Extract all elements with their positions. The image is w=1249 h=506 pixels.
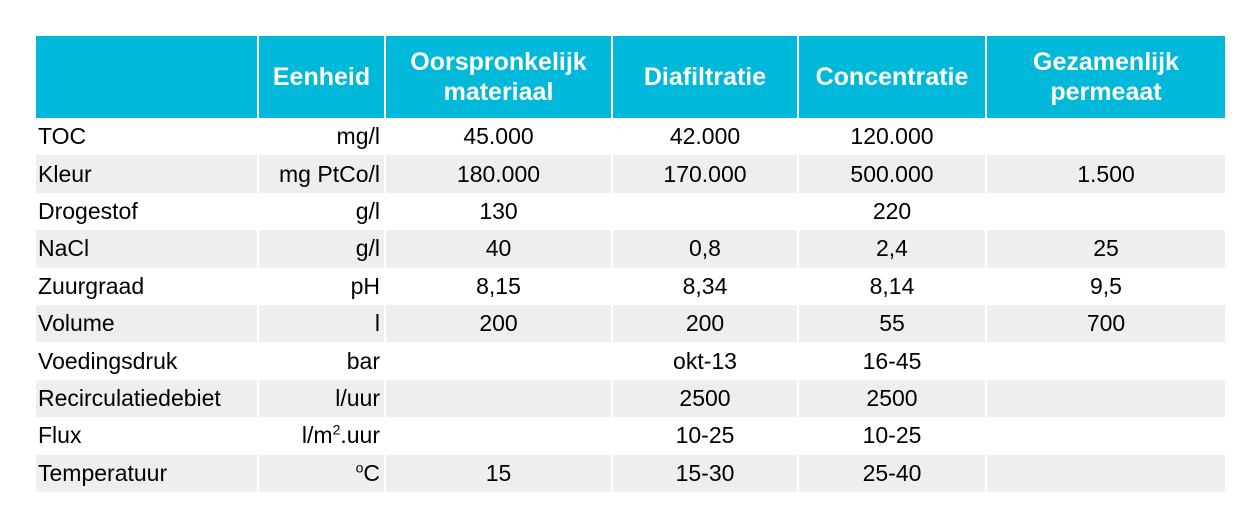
unit-base-text: l/m	[301, 422, 333, 449]
original-material-cell: 200	[386, 304, 613, 343]
parameter-cell: TOC	[36, 118, 259, 156]
diafiltration-cell: 8,34	[613, 267, 799, 305]
original-material-cell: 180.000	[386, 155, 613, 193]
original-material-cell: 45.000	[386, 118, 613, 156]
concentration-cell: 16-45	[799, 342, 987, 380]
table-row: Voedingsdruk bar okt-13 16-45	[36, 342, 1225, 380]
unit-cell: oC	[259, 454, 386, 492]
concentration-cell: 10-25	[799, 417, 987, 455]
combined-permeate-cell: 1.500	[987, 155, 1225, 193]
original-material-cell: 40	[386, 230, 613, 268]
concentration-cell: 55	[799, 304, 987, 343]
combined-permeate-cell	[987, 118, 1225, 156]
parameter-cell: Kleur	[36, 155, 259, 193]
original-material-cell: 8,15	[386, 267, 613, 305]
diafiltration-cell: 15-30	[613, 454, 799, 492]
parameter-cell: NaCl	[36, 230, 259, 268]
concentration-cell: 8,14	[799, 267, 987, 305]
table-row: TOC mg/l 45.000 42.000 120.000	[36, 118, 1225, 156]
combined-permeate-cell: 25	[987, 230, 1225, 268]
header-cell-parameter	[36, 36, 259, 118]
unit-superscript: o	[355, 459, 364, 476]
table-row: Temperatuur oC 15 15-30 25-40	[36, 454, 1225, 492]
combined-permeate-cell	[987, 379, 1225, 418]
unit-cell: mg PtCo/l	[259, 155, 386, 193]
combined-permeate-cell	[987, 342, 1225, 380]
data-table: Eenheid Oorspronkelijk materiaal Diafilt…	[36, 36, 1225, 492]
concentration-cell: 25-40	[799, 454, 987, 492]
table-row: Volume l 200 200 55 700	[36, 304, 1225, 343]
diafiltration-cell: 2500	[613, 379, 799, 418]
concentration-cell: 2,4	[799, 230, 987, 268]
concentration-cell: 120.000	[799, 118, 987, 156]
table-row: Kleur mg PtCo/l 180.000 170.000 500.000 …	[36, 155, 1225, 193]
original-material-cell: 130	[386, 192, 613, 231]
parameter-cell: Voedingsdruk	[36, 342, 259, 380]
table-row: Zuurgraad pH 8,15 8,34 8,14 9,5	[36, 267, 1225, 305]
unit-cell: l/uur	[259, 379, 386, 418]
concentration-cell: 220	[799, 192, 987, 231]
combined-permeate-cell	[987, 417, 1225, 455]
header-cell-original-material: Oorspronkelijk materiaal	[386, 36, 613, 118]
table-row: Drogestof g/l 130 220	[36, 192, 1225, 231]
combined-permeate-cell: 700	[987, 304, 1225, 343]
header-cell-concentration: Concentratie	[799, 36, 987, 118]
diafiltration-cell: 170.000	[613, 155, 799, 193]
unit-cell: mg/l	[259, 118, 386, 156]
original-material-cell	[386, 342, 613, 380]
combined-permeate-cell	[987, 192, 1225, 231]
parameter-cell: Volume	[36, 304, 259, 343]
table-body: TOC mg/l 45.000 42.000 120.000 Kleur mg …	[36, 118, 1225, 492]
diafiltration-cell	[613, 192, 799, 231]
combined-permeate-cell: 9,5	[987, 267, 1225, 305]
unit-cell: g/l	[259, 230, 386, 268]
table-header: Eenheid Oorspronkelijk materiaal Diafilt…	[36, 36, 1225, 118]
unit-cell: l	[259, 304, 386, 343]
original-material-cell	[386, 417, 613, 455]
original-material-cell	[386, 379, 613, 418]
unit-cell: pH	[259, 267, 386, 305]
table-row: NaCl g/l 40 0,8 2,4 25	[36, 230, 1225, 268]
concentration-cell: 2500	[799, 379, 987, 418]
unit-suffix-text: .uur	[340, 422, 380, 449]
header-cell-combined-permeate: Gezamenlijk permeaat	[987, 36, 1225, 118]
parameter-cell: Temperatuur	[36, 454, 259, 492]
unit-cell: g/l	[259, 192, 386, 231]
header-row: Eenheid Oorspronkelijk materiaal Diafilt…	[36, 36, 1225, 118]
original-material-cell: 15	[386, 454, 613, 492]
unit-cell: l/m2.uur	[259, 417, 386, 455]
unit-suffix-text: C	[363, 459, 380, 486]
parameter-cell: Drogestof	[36, 192, 259, 231]
table-row: Recirculatiedebiet l/uur 2500 2500	[36, 379, 1225, 418]
diafiltration-cell: 10-25	[613, 417, 799, 455]
table-row: Flux l/m2.uur 10-25 10-25	[36, 417, 1225, 455]
diafiltration-cell: 200	[613, 304, 799, 343]
parameter-cell: Flux	[36, 417, 259, 455]
combined-permeate-cell	[987, 454, 1225, 492]
parameter-cell: Zuurgraad	[36, 267, 259, 305]
diafiltration-cell: 0,8	[613, 230, 799, 268]
unit-superscript: 2	[332, 421, 341, 438]
header-cell-unit: Eenheid	[259, 36, 386, 118]
concentration-cell: 500.000	[799, 155, 987, 193]
diafiltration-cell: 42.000	[613, 118, 799, 156]
diafiltration-cell: okt-13	[613, 342, 799, 380]
unit-cell: bar	[259, 342, 386, 380]
header-cell-diafiltration: Diafiltratie	[613, 36, 799, 118]
parameter-cell: Recirculatiedebiet	[36, 379, 259, 418]
